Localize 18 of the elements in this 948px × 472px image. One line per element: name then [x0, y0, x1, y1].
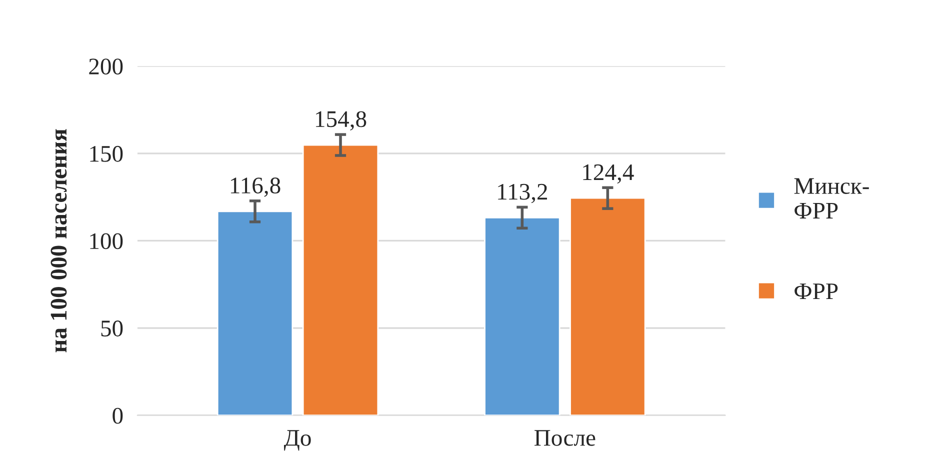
- y-tick-label: 100: [90, 233, 123, 250]
- legend-label: ФРР: [794, 284, 838, 300]
- x-tick-label: После: [534, 430, 596, 446]
- legend-label: Минск-ФРР: [794, 178, 869, 218]
- bar: [484, 216, 560, 416]
- data-label: 124,4: [583, 164, 634, 184]
- x-tick-label: До: [284, 430, 311, 451]
- y-tick-label: 50: [101, 320, 123, 336]
- y-axis-title: на 100 000 населения: [50, 129, 67, 352]
- bar: [216, 210, 294, 416]
- y-tick-label: 150: [90, 146, 123, 162]
- data-label: 116,8: [230, 178, 280, 197]
- data-label: 154,8: [316, 111, 366, 131]
- data-label: 113,2: [498, 184, 547, 204]
- y-tick-label: 0: [112, 408, 123, 424]
- bar: [302, 144, 379, 416]
- y-tick-label: 200: [89, 58, 123, 75]
- bar: [570, 197, 646, 416]
